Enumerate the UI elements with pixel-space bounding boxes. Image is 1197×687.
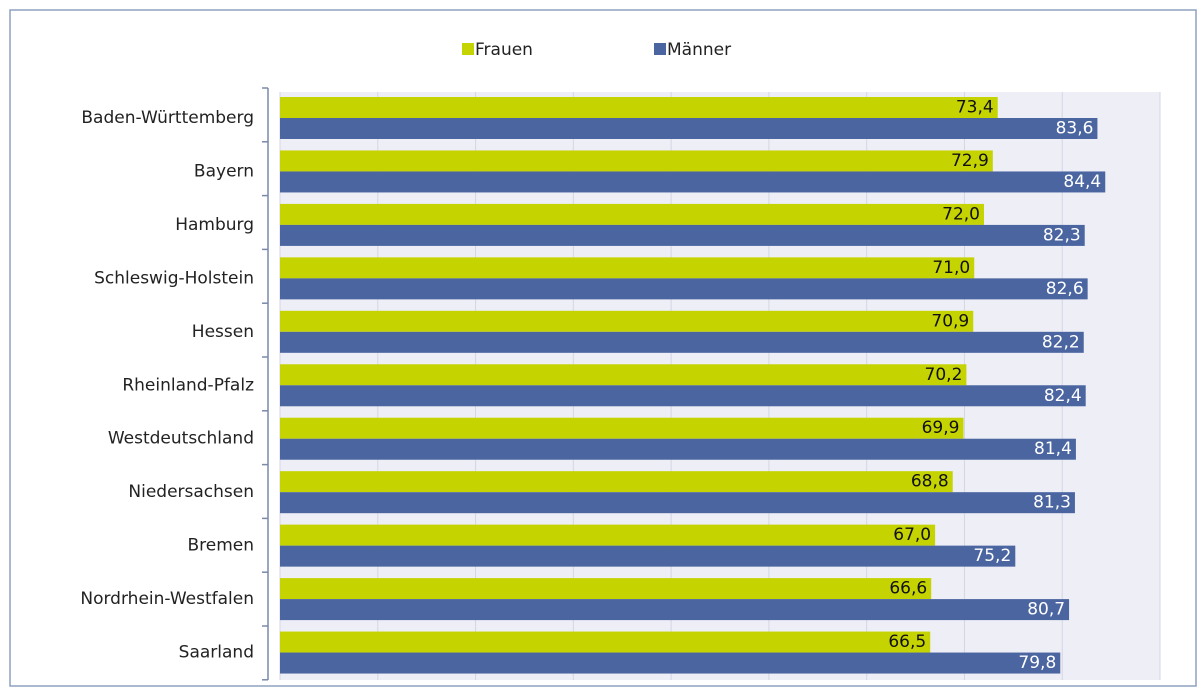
bar xyxy=(280,524,936,546)
data-label: 82,4 xyxy=(1044,386,1082,406)
y-tick-label: Hessen xyxy=(192,322,254,342)
data-label: 82,6 xyxy=(1046,279,1084,299)
y-tick-label: Hamburg xyxy=(175,215,254,235)
bar xyxy=(280,492,1075,514)
data-label: 70,9 xyxy=(931,311,969,331)
bar xyxy=(280,417,964,439)
data-label: 67,0 xyxy=(893,525,931,545)
bar xyxy=(280,310,974,332)
bar xyxy=(280,438,1076,460)
legend-swatch xyxy=(654,43,666,55)
data-label: 72,9 xyxy=(951,151,989,171)
data-label: 81,4 xyxy=(1034,439,1072,459)
y-tick-label: Nordrhein-Westfalen xyxy=(80,589,254,609)
bar xyxy=(280,631,931,653)
legend-label: Frauen xyxy=(475,40,533,60)
y-tick-label: Bremen xyxy=(187,536,254,556)
bar xyxy=(280,278,1088,300)
bar xyxy=(280,599,1070,621)
legend-label: Männer xyxy=(667,40,731,60)
data-label: 80,7 xyxy=(1027,600,1065,620)
y-tick-label: Saarland xyxy=(179,643,254,663)
y-tick-label: Baden-Württemberg xyxy=(81,108,254,128)
data-label: 81,3 xyxy=(1033,493,1071,513)
data-label: 66,6 xyxy=(889,579,927,599)
data-label: 83,6 xyxy=(1056,119,1094,139)
data-label: 84,4 xyxy=(1063,172,1101,192)
bar xyxy=(280,150,993,172)
data-label: 72,0 xyxy=(942,204,980,224)
bar xyxy=(280,385,1086,407)
bar xyxy=(280,545,1016,567)
data-label: 79,8 xyxy=(1018,653,1056,673)
bar xyxy=(280,471,953,493)
bar xyxy=(280,331,1084,353)
y-tick-label: Rheinland-Pfalz xyxy=(122,375,254,395)
bar xyxy=(280,97,998,118)
data-label: 68,8 xyxy=(911,472,949,492)
data-label: 82,3 xyxy=(1043,225,1081,245)
bar xyxy=(280,257,975,279)
data-label: 82,2 xyxy=(1042,332,1080,352)
data-label: 73,4 xyxy=(956,98,994,118)
data-label: 75,2 xyxy=(973,546,1011,566)
y-tick-label: Bayern xyxy=(194,161,254,181)
y-tick-label: Schleswig-Holstein xyxy=(94,268,254,288)
bar xyxy=(280,118,1098,139)
data-label: 66,5 xyxy=(888,632,926,652)
bar xyxy=(280,224,1085,246)
bar xyxy=(280,364,967,386)
bar xyxy=(280,203,984,225)
y-tick-label: Niedersachsen xyxy=(128,482,254,502)
data-label: 71,0 xyxy=(932,258,970,278)
bar xyxy=(280,578,932,600)
y-tick-label: Westdeutschland xyxy=(108,429,254,449)
legend-swatch xyxy=(462,43,474,55)
data-label: 69,9 xyxy=(922,418,960,438)
bar xyxy=(280,171,1106,193)
data-label: 70,2 xyxy=(925,365,963,385)
bar xyxy=(280,652,1061,674)
